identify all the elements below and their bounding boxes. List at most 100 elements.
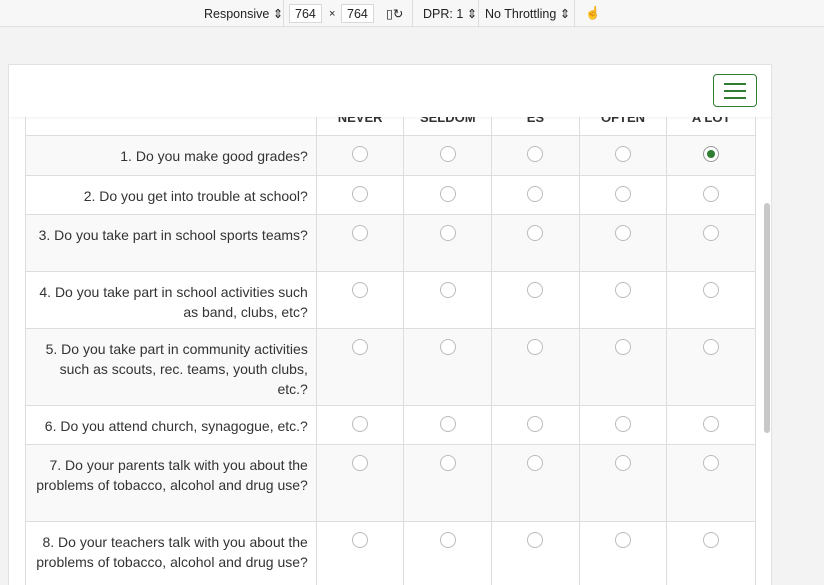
question-text: 2. Do you get into trouble at school? — [26, 176, 317, 214]
question-text: 3. Do you take part in school sports tea… — [26, 215, 317, 271]
answer-cell — [667, 406, 755, 444]
answer-cell — [667, 136, 755, 175]
answer-radio[interactable] — [527, 282, 544, 298]
answer-radio[interactable] — [352, 186, 369, 202]
answer-cell — [317, 406, 405, 444]
device-select[interactable]: Responsive ⇕ — [204, 7, 284, 21]
answer-cell — [580, 176, 668, 214]
question-text: 1. Do you make good grades? — [26, 136, 317, 175]
rotate-icon[interactable]: ▯↻ — [386, 7, 404, 21]
answer-cell — [667, 329, 755, 405]
answer-cell — [492, 136, 580, 175]
answer-radio[interactable] — [439, 339, 456, 355]
answer-radio[interactable] — [527, 416, 544, 432]
answer-cell — [492, 445, 580, 521]
answer-radio[interactable] — [703, 532, 720, 548]
divider — [412, 0, 413, 27]
answer-radio[interactable] — [703, 225, 720, 241]
answer-cell — [404, 445, 493, 521]
answer-cell — [580, 272, 668, 328]
height-input[interactable]: 764 — [341, 4, 374, 23]
answer-radio[interactable] — [703, 339, 720, 355]
answer-radio[interactable] — [527, 146, 544, 162]
answer-radio[interactable] — [615, 532, 632, 548]
answer-radio[interactable] — [615, 282, 632, 298]
answer-radio[interactable] — [615, 339, 632, 355]
table-row: 5. Do you take part in community activit… — [26, 329, 755, 406]
divider — [574, 0, 575, 27]
divider — [478, 0, 479, 27]
answer-cell — [404, 215, 493, 271]
answer-cell — [492, 329, 580, 405]
answer-radio[interactable] — [703, 282, 720, 298]
answer-cell — [317, 329, 405, 405]
answer-radio[interactable] — [352, 455, 369, 471]
answer-radio[interactable] — [703, 186, 720, 202]
answer-radio[interactable] — [527, 186, 544, 202]
table-row: 8. Do your teachers talk with you about … — [26, 522, 755, 585]
answer-radio[interactable] — [439, 532, 456, 548]
answer-radio[interactable] — [703, 416, 720, 432]
answer-cell — [317, 215, 405, 271]
answer-cell — [492, 522, 580, 585]
answer-radio[interactable] — [352, 146, 369, 162]
question-text: 7. Do your parents talk with you about t… — [26, 445, 317, 521]
answer-cell — [317, 176, 405, 214]
answer-cell — [404, 136, 493, 175]
answer-cell — [667, 176, 755, 214]
answer-radio[interactable] — [527, 225, 544, 241]
answer-cell — [667, 215, 755, 271]
answer-cell — [404, 176, 493, 214]
dpr-select[interactable]: DPR: 1 ⇕ — [423, 7, 478, 21]
answer-radio[interactable] — [352, 532, 369, 548]
answer-cell — [317, 136, 405, 175]
throttling-select[interactable]: No Throttling ⇕ — [485, 7, 571, 21]
answer-radio[interactable] — [439, 282, 456, 298]
table-row: 6. Do you attend church, synagogue, etc.… — [26, 406, 755, 445]
answer-radio[interactable] — [439, 186, 456, 202]
answer-cell — [492, 272, 580, 328]
question-text: 6. Do you attend church, synagogue, etc.… — [26, 406, 317, 444]
table-row: 2. Do you get into trouble at school? — [26, 176, 755, 215]
answer-radio[interactable] — [352, 339, 369, 355]
question-text: 5. Do you take part in community activit… — [26, 329, 317, 405]
devtools-toolbar: Responsive ⇕ 764 × 764 ▯↻ DPR: 1 ⇕ No Th… — [0, 0, 824, 27]
page-viewport: NEVER SELDOM ES OFTEN A LOT 1. Do you ma… — [8, 64, 772, 585]
answer-radio[interactable] — [439, 146, 456, 162]
answer-radio[interactable] — [703, 455, 720, 471]
times-label: × — [329, 7, 336, 20]
hamburger-icon — [724, 96, 746, 99]
width-input[interactable]: 764 — [289, 4, 322, 23]
answer-cell — [404, 272, 493, 328]
answer-radio[interactable] — [527, 455, 544, 471]
divider — [283, 0, 284, 27]
answer-radio[interactable] — [439, 455, 456, 471]
answer-cell — [580, 406, 668, 444]
table-row: 1. Do you make good grades? — [26, 136, 755, 176]
answer-radio[interactable] — [352, 416, 369, 432]
answer-cell — [580, 445, 668, 521]
navbar — [9, 65, 771, 117]
answer-radio[interactable] — [615, 186, 632, 202]
answer-cell — [580, 215, 668, 271]
answer-radio[interactable] — [352, 282, 369, 298]
answer-radio[interactable] — [615, 225, 632, 241]
answer-cell — [667, 522, 755, 585]
answer-cell — [317, 272, 405, 328]
answer-cell — [492, 215, 580, 271]
answer-radio[interactable] — [352, 225, 369, 241]
answer-radio[interactable] — [527, 532, 544, 548]
answer-radio[interactable] — [615, 416, 632, 432]
answer-radio[interactable] — [527, 339, 544, 355]
hamburger-icon — [724, 82, 746, 85]
answer-radio[interactable] — [439, 225, 456, 241]
answer-radio[interactable] — [615, 146, 632, 162]
touch-icon[interactable]: ☝ — [585, 6, 601, 20]
answer-radio[interactable] — [615, 455, 632, 471]
answer-cell — [492, 406, 580, 444]
scrollbar[interactable] — [764, 203, 770, 433]
answer-radio[interactable] — [439, 416, 456, 432]
answer-radio[interactable] — [703, 146, 720, 162]
question-text: 8. Do your teachers talk with you about … — [26, 522, 317, 585]
menu-toggle-button[interactable] — [713, 74, 757, 107]
